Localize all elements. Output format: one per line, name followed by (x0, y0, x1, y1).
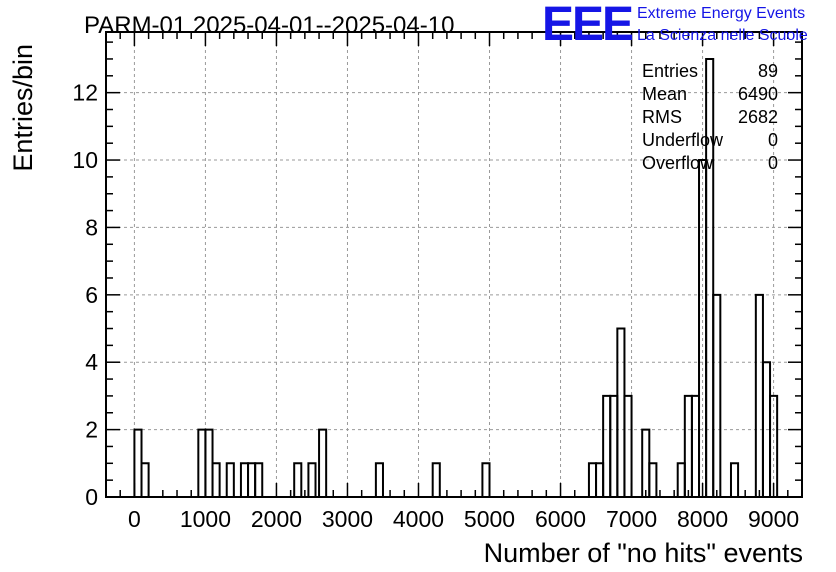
x-tick-label: 6000 (535, 506, 586, 532)
x-tick-label: 9000 (748, 506, 799, 532)
histogram-bin (712, 293, 722, 497)
histogram-bin (211, 462, 221, 497)
y-tick-label: 2 (85, 417, 98, 443)
histogram-bin (197, 428, 207, 497)
histogram-bin (204, 428, 214, 497)
stats-label: Overflow (642, 153, 714, 173)
stats-value: 0 (768, 130, 778, 150)
x-tick-label: 4000 (393, 506, 444, 532)
stats-label: RMS (642, 107, 682, 127)
histogram-bin (683, 394, 693, 497)
x-tick-label: 7000 (606, 506, 657, 532)
histogram-bin (690, 394, 701, 497)
stats-label: Mean (642, 84, 687, 104)
histogram-bin (133, 428, 143, 497)
histogram-bin (641, 428, 651, 497)
histogram-bin (648, 462, 658, 497)
stats-value: 89 (758, 61, 778, 81)
logo-mark: EEE (542, 0, 633, 51)
chart-title: PARM-01 2025-04-01--2025-04-10 (84, 12, 454, 39)
histogram-bin (374, 462, 384, 497)
x-tick-label: 8000 (677, 506, 728, 532)
x-tick-label: 3000 (322, 506, 373, 532)
y-tick-label: 12 (72, 80, 98, 106)
plot-frame (105, 31, 803, 498)
histogram-bin (140, 462, 150, 497)
histogram-bin (595, 462, 605, 497)
x-tick-label: 1000 (180, 506, 231, 532)
histogram-bin (609, 394, 619, 497)
logo-line-1: Extreme Energy Events (637, 5, 805, 22)
y-tick-label: 4 (85, 349, 98, 375)
stats-box: Entries 89 Mean 6490 RMS 2682 Underflow 0 Overfl… (642, 61, 778, 173)
histogram-bin (247, 462, 257, 497)
stats-label: Underflow (642, 130, 724, 150)
y-tick-label: 10 (72, 147, 98, 173)
stats-value: 6490 (738, 84, 778, 104)
grid-layer (106, 32, 802, 497)
stats-value: 2682 (738, 107, 778, 127)
histogram-bin (754, 293, 764, 497)
histogram-bin (254, 462, 264, 497)
eee-logo: EEE Extreme Energy Events La Scienza nel… (542, 0, 808, 51)
histogram-bin (705, 57, 715, 497)
tick-label-layer: 0 1000 2000 3000 4000 5000 6000 7000 8000 9000024… (72, 80, 799, 532)
histogram-bin (769, 394, 779, 497)
x-tick-label: 0 (128, 506, 141, 532)
axis-layer (105, 31, 803, 498)
y-tick-label: 0 (85, 484, 98, 510)
histogram-bin (318, 428, 328, 497)
y-axis-label: Entries/bin (8, 44, 38, 172)
histogram-bin (587, 462, 598, 497)
stats-label: Entries (642, 61, 698, 81)
logo-line-2: La Scienza nelle Scuole (637, 27, 808, 44)
histogram-bin (602, 394, 612, 497)
histogram-bin (623, 394, 633, 497)
x-tick-label: 2000 (251, 506, 302, 532)
histogram-bin (307, 462, 317, 497)
x-axis-label: Number of "no hits" events (484, 538, 803, 568)
x-tick-label: 5000 (464, 506, 515, 532)
histogram-bin (481, 462, 491, 497)
histogram-bin (729, 462, 740, 497)
y-tick-label: 8 (85, 214, 98, 240)
histogram-bin (239, 462, 250, 497)
y-tick-label: 6 (85, 282, 98, 308)
histogram-bin (676, 462, 686, 497)
histogram-bin (225, 462, 235, 497)
histogram-bin (293, 462, 303, 497)
stats-value: 0 (768, 153, 778, 173)
histogram-bin (431, 462, 441, 497)
histogram-bin (616, 327, 626, 497)
